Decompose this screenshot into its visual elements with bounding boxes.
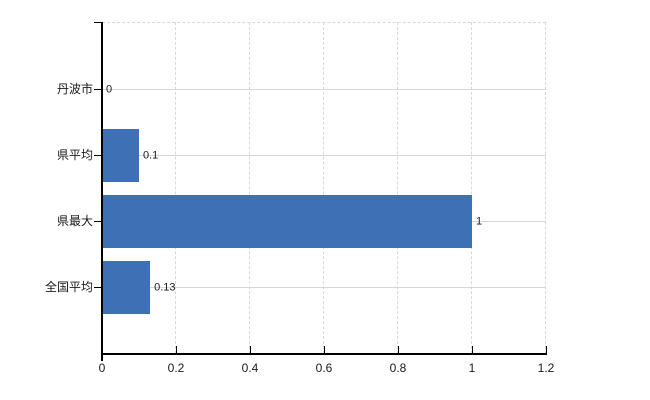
y-axis-tick (94, 22, 101, 23)
value-label: 0.1 (143, 149, 159, 162)
y-axis-tick (94, 287, 101, 288)
plot-top-border (102, 22, 546, 23)
value-label: 0 (106, 83, 113, 96)
x-axis-tick (546, 346, 547, 354)
gridline-horizontal (103, 89, 546, 90)
x-tick-label: 1 (468, 361, 476, 375)
x-axis-tick (324, 346, 325, 354)
gridline-vertical (545, 22, 546, 354)
x-tick-label: 0.4 (241, 361, 259, 375)
bar (103, 194, 472, 248)
x-axis-tick (176, 346, 177, 354)
category-label: 県最大 (56, 214, 93, 228)
x-axis-tick (250, 346, 251, 354)
bar (103, 128, 139, 182)
gridline-vertical (397, 22, 398, 354)
value-label: 1 (476, 215, 483, 228)
y-axis-tick (94, 89, 101, 90)
x-tick-label: 1.2 (537, 361, 555, 375)
x-tick-label: 0.6 (315, 361, 333, 375)
y-axis-tick (94, 221, 101, 222)
category-label: 全国平均 (44, 280, 93, 294)
category-label: 県平均 (56, 148, 93, 162)
gridline-vertical (471, 22, 472, 354)
x-tick-label: 0.8 (389, 361, 407, 375)
y-axis (101, 22, 103, 361)
x-tick-label: 0 (98, 361, 106, 375)
gridline-vertical (175, 22, 176, 354)
x-axis (101, 353, 547, 355)
bar (103, 260, 151, 314)
gridline-horizontal (103, 287, 546, 288)
y-axis-tick (94, 155, 101, 156)
x-axis-tick (472, 346, 473, 354)
x-axis-tick (398, 346, 399, 354)
gridline-vertical (249, 22, 250, 354)
gridline-vertical (323, 22, 324, 354)
gridline-horizontal (103, 155, 546, 156)
category-label: 丹波市 (56, 82, 93, 96)
x-tick-label: 0.2 (167, 361, 185, 375)
value-label: 0.13 (154, 281, 176, 294)
